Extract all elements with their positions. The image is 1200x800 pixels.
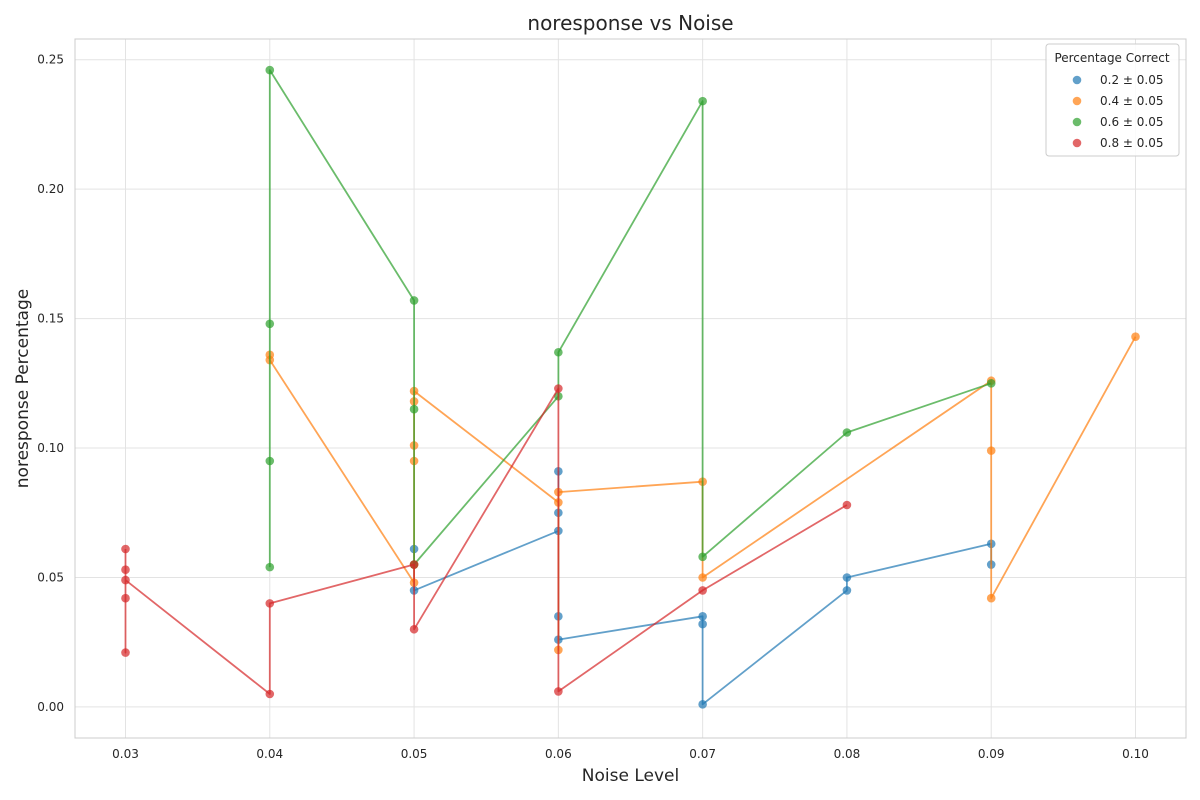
y-tick-label: 0.00 (37, 700, 64, 714)
y-tick-label: 0.25 (37, 53, 64, 67)
data-point (265, 456, 275, 466)
data-point (986, 379, 996, 388)
data-point (554, 687, 563, 696)
data-point (986, 446, 996, 455)
data-point (698, 96, 707, 106)
legend-marker (1072, 138, 1082, 148)
legend: Percentage Correct 0.2 ± 0.050.4 ± 0.050… (1045, 43, 1180, 157)
y-tick-label: 0.10 (37, 441, 64, 455)
data-point (986, 593, 996, 603)
data-point (842, 500, 852, 510)
y-tick-label: 0.20 (37, 182, 64, 196)
data-point (554, 347, 563, 357)
data-point (265, 689, 275, 699)
x-tick-label: 0.07 (689, 747, 716, 761)
data-point (698, 552, 707, 562)
series-4 (121, 384, 852, 699)
legend-marker (1072, 117, 1082, 127)
data-point (842, 586, 852, 595)
y-axis-label: noresponse Percentage (13, 289, 33, 488)
data-point (121, 575, 130, 585)
data-point (409, 560, 419, 569)
x-tick-label: 0.06 (545, 747, 572, 761)
legend-title: Percentage Correct (1054, 51, 1169, 65)
data-point (265, 319, 275, 329)
x-tick-label: 0.04 (256, 747, 283, 761)
data-point (554, 384, 563, 393)
x-tick-label: 0.03 (112, 747, 139, 761)
data-point (409, 624, 419, 634)
data-point (698, 619, 707, 629)
data-point (121, 648, 130, 657)
data-point (265, 562, 275, 572)
data-point (121, 565, 130, 575)
data-point (698, 700, 707, 709)
data-point (121, 593, 130, 603)
series-layer (121, 65, 1140, 709)
x-axis-label: Noise Level (582, 766, 679, 786)
data-point (842, 573, 852, 582)
legend-label: 0.4 ± 0.05 (1100, 94, 1164, 108)
data-point (698, 586, 707, 595)
x-tick-label: 0.10 (1122, 747, 1149, 761)
legend-items: 0.2 ± 0.05 0.4 ± 0.05 0.6 ± 0.05 0.8 ± 0.05 (1072, 73, 1164, 150)
x-tick-label: 0.08 (834, 747, 861, 761)
data-point (409, 404, 419, 414)
legend-marker (1072, 75, 1082, 85)
tick-labels: 0.03 0.04 0.05 0.06 0.07 0.08 0.09 0.10 0.00 0.05… (37, 53, 1149, 761)
data-point (1131, 332, 1140, 342)
data-point (265, 599, 275, 608)
x-tick-label: 0.05 (401, 747, 428, 761)
y-tick-label: 0.15 (37, 312, 64, 326)
legend-marker (1072, 96, 1082, 106)
data-point (265, 65, 275, 75)
legend-label: 0.2 ± 0.05 (1100, 73, 1164, 87)
plot-area (74, 38, 1187, 739)
x-tick-label: 0.09 (978, 747, 1005, 761)
y-tick-label: 0.05 (37, 570, 64, 584)
data-point (409, 296, 419, 305)
data-point (121, 544, 130, 554)
data-point (698, 612, 707, 621)
data-point (842, 428, 852, 437)
legend-label: 0.6 ± 0.05 (1100, 115, 1164, 129)
chart-title: noresponse vs Noise (527, 11, 733, 35)
legend-box (1045, 43, 1180, 157)
legend-label: 0.8 ± 0.05 (1100, 136, 1164, 150)
data-point (698, 573, 707, 582)
